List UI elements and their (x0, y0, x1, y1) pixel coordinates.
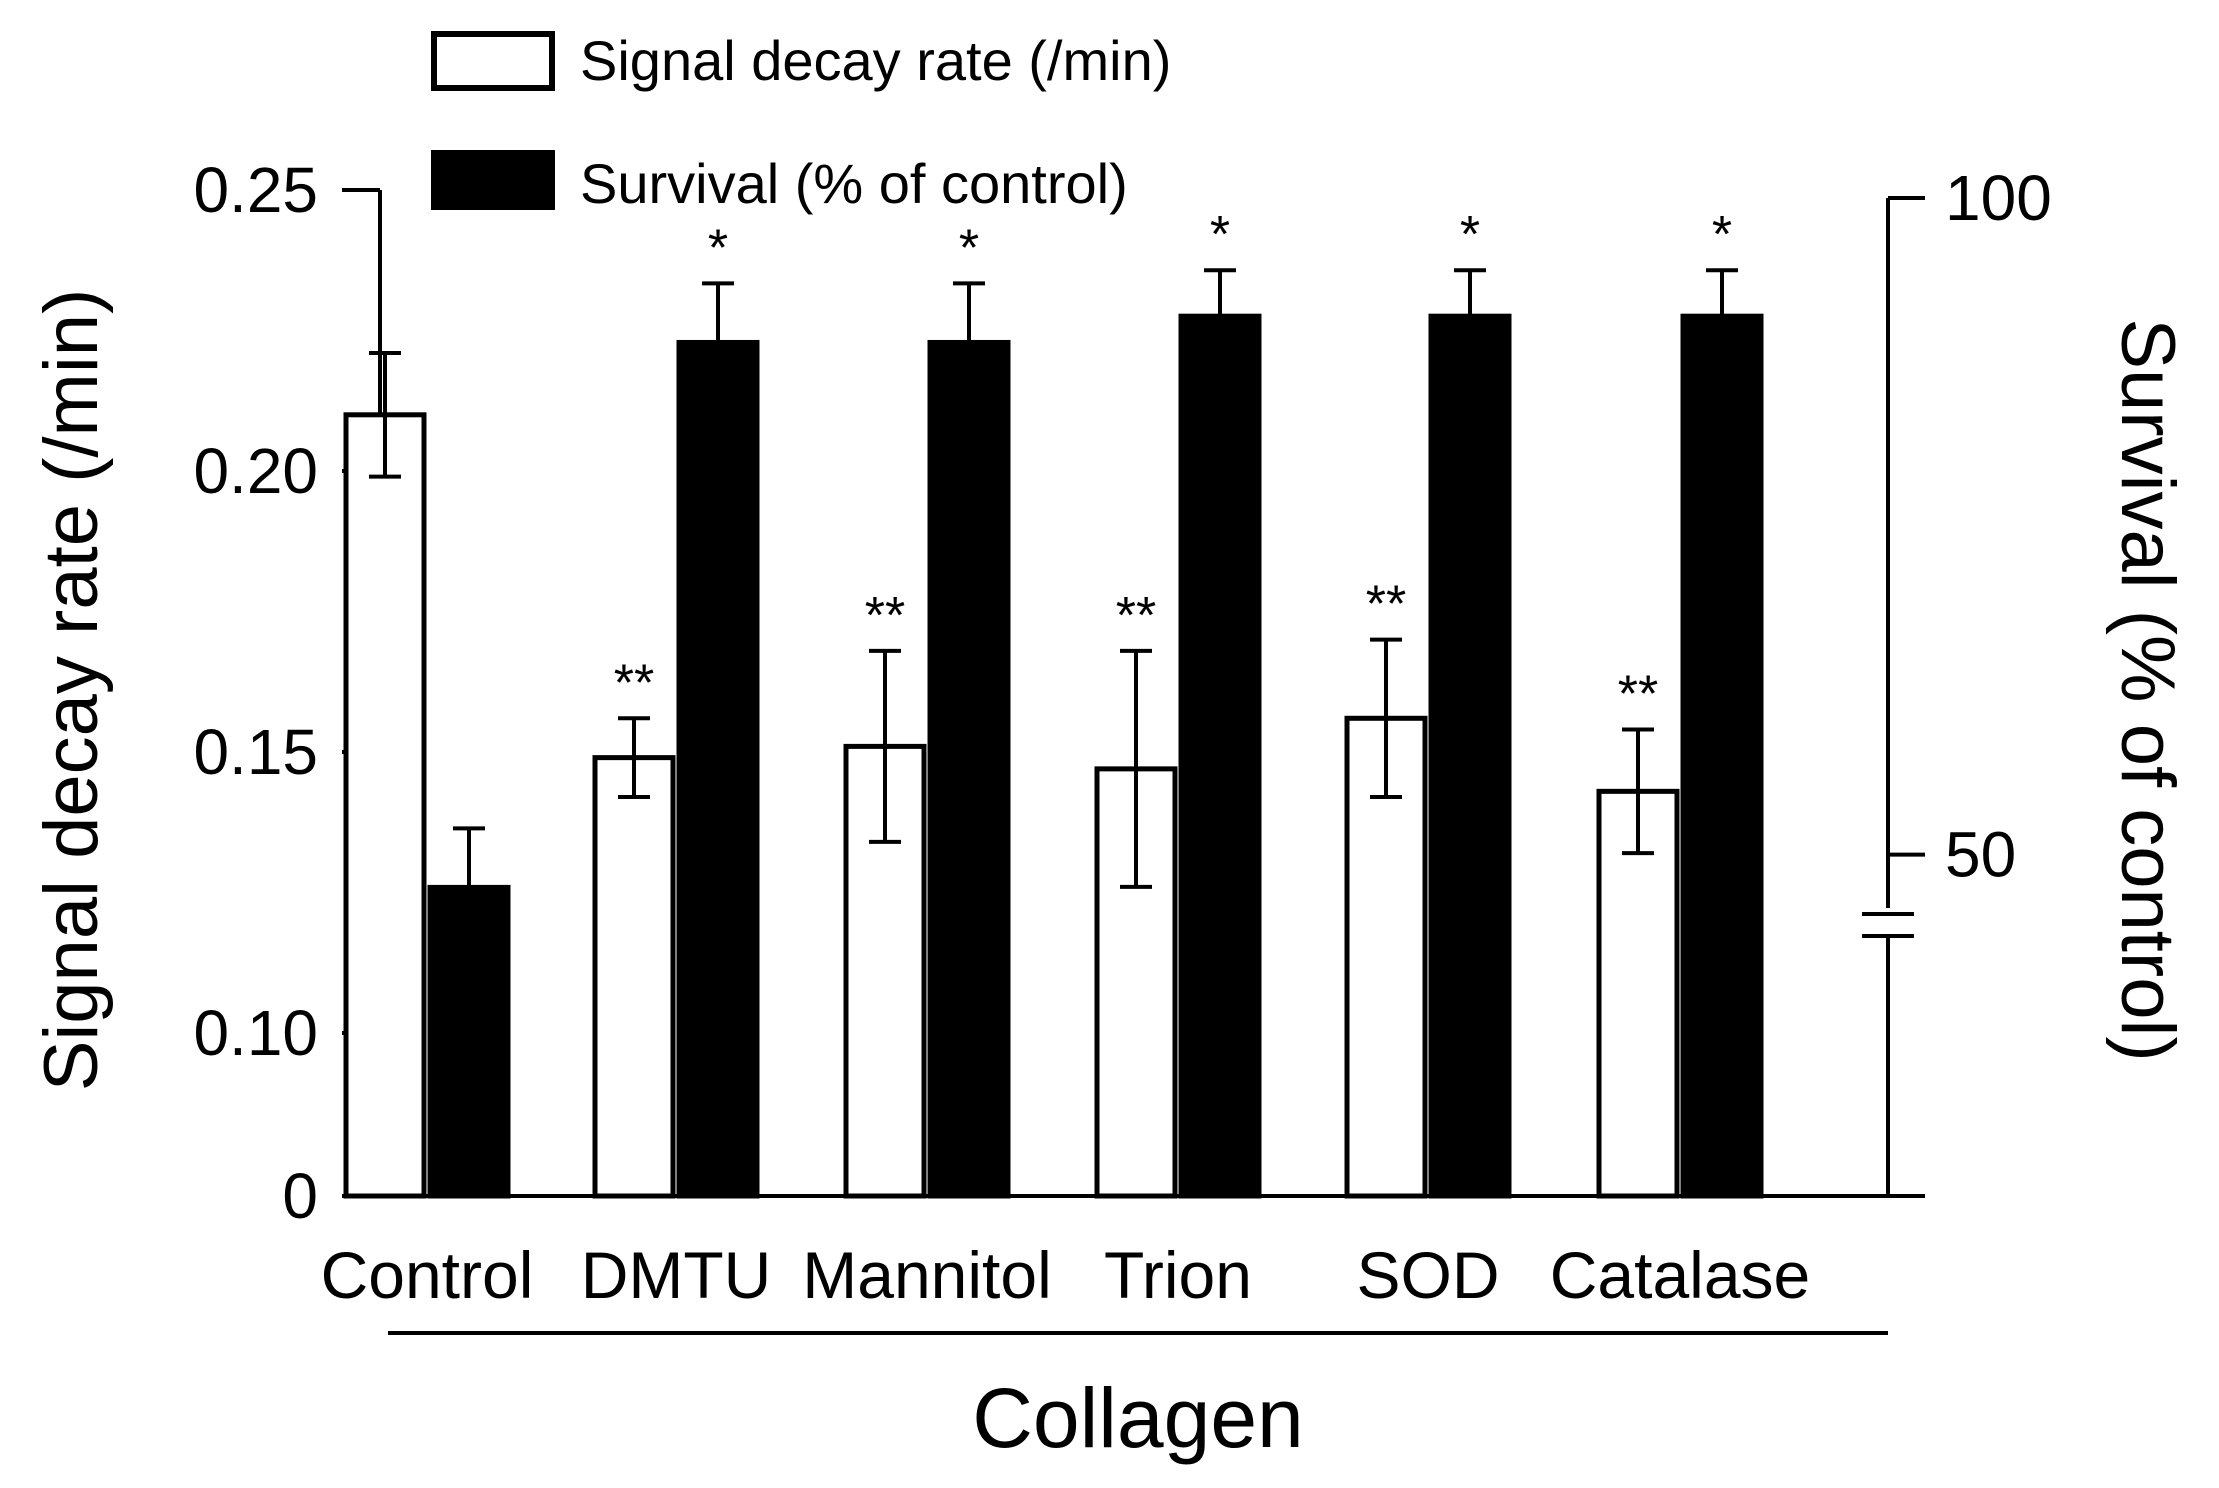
category-label: Control (321, 1238, 534, 1312)
right-axis-title: Survival (% of control) (2105, 318, 2190, 1061)
significance-marker: ** (614, 654, 654, 712)
significance-marker: * (1210, 206, 1230, 264)
significance-marker: * (708, 219, 728, 277)
left-tick-label: 0.25 (193, 154, 318, 226)
legend-label-survival: Survival (% of control) (580, 152, 1128, 215)
signal-decay-bar (343, 412, 427, 1199)
survival-bar (427, 884, 511, 1199)
left-axis-ticks: 0 0.10 0.15 0.20 0.25 (193, 154, 380, 1232)
right-axis-ticks: 50 100 (1888, 162, 2052, 891)
legend-label-signal-decay: Signal decay rate (/min) (580, 29, 1171, 92)
survival-bar (1680, 313, 1764, 1199)
survival-bar (927, 339, 1011, 1199)
right-tick-label: 100 (1945, 162, 2052, 234)
bars: **** ** ***** * * * * (343, 206, 1764, 1199)
right-tick-label: 50 (1945, 819, 2016, 891)
category-label: Trion (1104, 1238, 1252, 1312)
survival-bar (1428, 313, 1512, 1199)
left-tick-label: 0 (282, 1160, 318, 1232)
significance-marker: ** (1366, 576, 1406, 634)
significance-marker: ** (1116, 587, 1156, 645)
survival-bar (1178, 313, 1262, 1199)
legend-swatch-survival (431, 150, 555, 210)
significance-marker: * (959, 219, 979, 277)
significance-marker: ** (865, 587, 905, 645)
left-tick-label: 0.15 (193, 716, 318, 788)
right-axis (1862, 198, 1914, 1196)
x-group-title: Collagen (972, 1371, 1304, 1465)
category-label: Mannitol (802, 1238, 1051, 1312)
left-tick-label: 0.10 (193, 997, 318, 1069)
category-label: SOD (1356, 1238, 1499, 1312)
category-label: Catalase (1550, 1238, 1811, 1312)
significance-marker: * (1712, 206, 1732, 264)
signal-decay-bar (592, 755, 676, 1199)
signal-decay-bar (1596, 788, 1680, 1199)
legend: Signal decay rate (/min) Survival (% of … (431, 29, 1171, 215)
survival-bar (676, 339, 760, 1199)
category-labels: Control DMTU Mannitol Trion SOD Catalase (321, 1238, 1811, 1312)
category-label: DMTU (581, 1238, 772, 1312)
left-tick-label: 0.20 (193, 435, 318, 507)
left-axis-title: Signal decay rate (/min) (29, 289, 114, 1092)
legend-swatch-signal-decay (431, 31, 555, 91)
significance-marker: * (1460, 206, 1480, 264)
significance-marker: ** (1618, 666, 1658, 724)
